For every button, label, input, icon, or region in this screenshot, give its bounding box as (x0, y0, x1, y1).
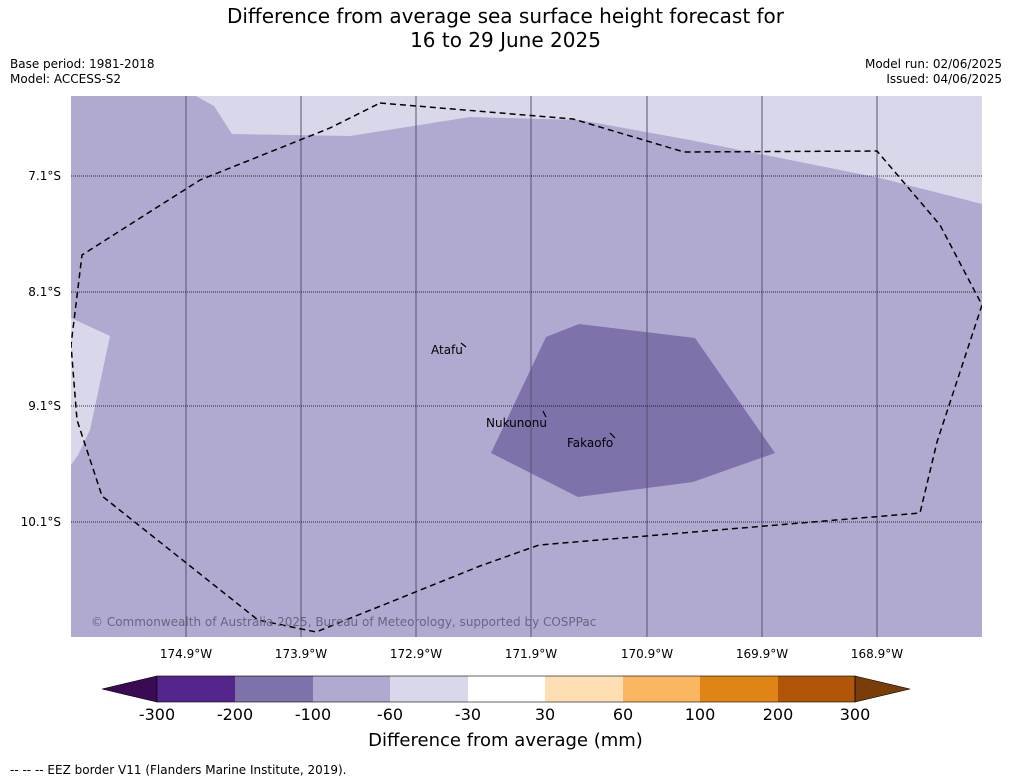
chart-title: Difference from average sea surface heig… (0, 4, 1011, 52)
anomaly-background-region (71, 96, 982, 637)
colorbar-tick-8: 100 (684, 705, 716, 724)
anomaly-dark-region-center (491, 324, 775, 497)
anomaly-light-region-west (71, 318, 110, 465)
eez-legend-note: -- -- -- EEZ border V11 (Flanders Marine… (10, 763, 347, 777)
fakaofo-island-outline (609, 432, 616, 439)
copyright-notice: © Commonwealth of Australia 2025, Bureau… (91, 615, 596, 629)
issued-date: Issued: 04/06/2025 (886, 72, 1002, 86)
colorbar-swatch-1 (157, 676, 235, 702)
lon-label-4: 171.9°W (504, 647, 558, 661)
colorbar-swatch-3 (313, 676, 390, 702)
colorbar-frame (156, 675, 856, 703)
place-label-atafu: Atafu (431, 343, 463, 357)
colorbar-tick-3: -100 (294, 705, 332, 724)
place-label-nukunonu: Nukunonu (486, 416, 547, 430)
colorbar-tick-10: 300 (839, 705, 871, 724)
colorbar-extend-low (101, 675, 158, 703)
lat-label-3: 9.1°S (28, 399, 61, 413)
colorbar-tick-5: -30 (454, 705, 482, 724)
lon-label-5: 170.9°W (620, 647, 674, 661)
colorbar-tick-1: -300 (138, 705, 176, 724)
meta-left: Base period: 1981-2018 Model: ACCESS-S2 (10, 57, 155, 87)
colorbar-tick-6: 30 (534, 705, 556, 724)
meridian-lines (185, 96, 878, 637)
nukunonu-island-outline (542, 410, 547, 418)
colorbar-swatch-2 (235, 676, 313, 702)
colorbar (101, 675, 911, 703)
lat-label-1: 7.1°S (28, 169, 61, 183)
colorbar-swatch-5 (468, 676, 545, 702)
colorbar-tick-4: -60 (376, 705, 404, 724)
lat-label-2: 8.1°S (28, 285, 61, 299)
lon-label-3: 172.9°W (389, 647, 443, 661)
colorbar-title: Difference from average (mm) (368, 730, 643, 751)
lat-label-4: 10.1°S (20, 515, 61, 529)
lon-label-1: 174.9°W (159, 647, 213, 661)
atafu-island-outline (460, 342, 467, 348)
eez-border (71, 102, 982, 633)
lon-label-7: 168.9°W (850, 647, 904, 661)
colorbar-swatch-8 (700, 676, 778, 702)
title-line-1: Difference from average sea surface heig… (226, 4, 785, 28)
anomaly-light-region-north (196, 96, 982, 204)
colorbar-swatch-4 (390, 676, 468, 702)
meta-right: Model run: 02/06/2025 Issued: 04/06/2025 (865, 57, 1002, 87)
place-label-fakaofo: Fakaofo (567, 436, 613, 450)
colorbar-swatch-6 (545, 676, 623, 702)
title-line-2: 16 to 29 June 2025 (410, 28, 601, 52)
colorbar-swatch-7 (623, 676, 700, 702)
colorbar-tick-2: -200 (216, 705, 254, 724)
base-period: Base period: 1981-2018 (10, 57, 155, 71)
model-run: Model run: 02/06/2025 (864, 57, 1002, 71)
model-name: Model: ACCESS-S2 (10, 72, 122, 86)
lon-label-6: 169.9°W (735, 647, 789, 661)
lon-label-2: 173.9°W (274, 647, 328, 661)
colorbar-tick-9: 200 (762, 705, 794, 724)
colorbar-swatch-9 (778, 676, 855, 702)
colorbar-extend-high (854, 675, 911, 703)
island-outlines (460, 342, 616, 439)
colorbar-tick-7: 60 (612, 705, 634, 724)
